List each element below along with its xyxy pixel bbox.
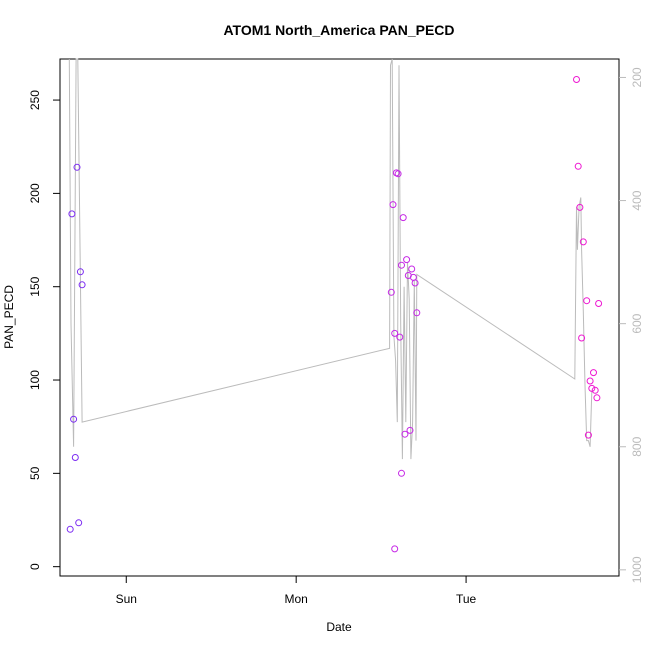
plot-frame <box>59 58 620 577</box>
data-point <box>574 162 582 170</box>
data-point <box>398 261 405 269</box>
data-point <box>401 430 409 438</box>
data-point <box>68 210 76 218</box>
point-group <box>66 76 603 553</box>
y-tick-label: 200 <box>28 183 42 203</box>
data-point <box>413 309 421 317</box>
data-point <box>595 300 603 307</box>
data-point <box>70 415 78 423</box>
x-tick-label: Sun <box>116 592 137 606</box>
data-point <box>403 256 411 264</box>
data-point <box>579 238 587 246</box>
y2-tick-label: 600 <box>630 313 644 333</box>
data-point <box>591 386 599 394</box>
data-point <box>588 384 596 392</box>
data-point <box>573 76 580 83</box>
y2-tick-label: 800 <box>630 436 644 456</box>
y-tick-label: 250 <box>28 90 42 110</box>
data-point <box>411 279 419 287</box>
series-line-group <box>68 58 593 460</box>
chart-title: ATOM1 North_America PAN_PECD <box>223 22 454 38</box>
x-axis: Sun Mon Tue <box>116 576 477 606</box>
data-point <box>398 469 405 477</box>
x-axis-label: Date <box>326 620 352 634</box>
y-tick-label: 100 <box>28 370 42 390</box>
data-point <box>586 377 594 385</box>
data-point <box>389 201 397 209</box>
data-point <box>399 214 407 222</box>
data-point <box>578 334 586 342</box>
x-tick-label: Tue <box>456 592 477 606</box>
data-point <box>408 265 416 273</box>
data-point <box>391 329 399 337</box>
data-point <box>406 426 414 434</box>
data-point <box>590 369 597 377</box>
y2-axis: 200 400 600 800 1000 <box>619 67 644 583</box>
data-point <box>75 519 83 527</box>
data-point <box>394 170 402 178</box>
y-axis: 0 50 100 150 200 250 <box>28 90 60 570</box>
data-point <box>73 163 81 171</box>
data-point <box>584 431 592 439</box>
data-point <box>409 273 417 281</box>
series-line <box>68 58 593 460</box>
y-tick-label: 150 <box>28 276 42 296</box>
y2-tick-label: 200 <box>630 67 644 87</box>
y2-tick-label: 1000 <box>630 556 644 583</box>
y-tick-label: 0 <box>28 563 42 570</box>
y-axis-label: PAN_PECD <box>2 285 16 349</box>
data-point <box>66 525 74 533</box>
y-tick-label: 50 <box>28 466 42 480</box>
data-point <box>391 545 399 553</box>
data-point <box>78 281 86 289</box>
data-point <box>396 333 404 341</box>
data-point <box>576 203 584 211</box>
x-tick-label: Mon <box>285 592 308 606</box>
data-point <box>71 454 79 461</box>
data-point <box>76 268 84 276</box>
y2-tick-label: 400 <box>630 190 644 210</box>
data-point <box>593 394 601 402</box>
data-point <box>583 297 591 305</box>
data-point <box>387 288 395 296</box>
